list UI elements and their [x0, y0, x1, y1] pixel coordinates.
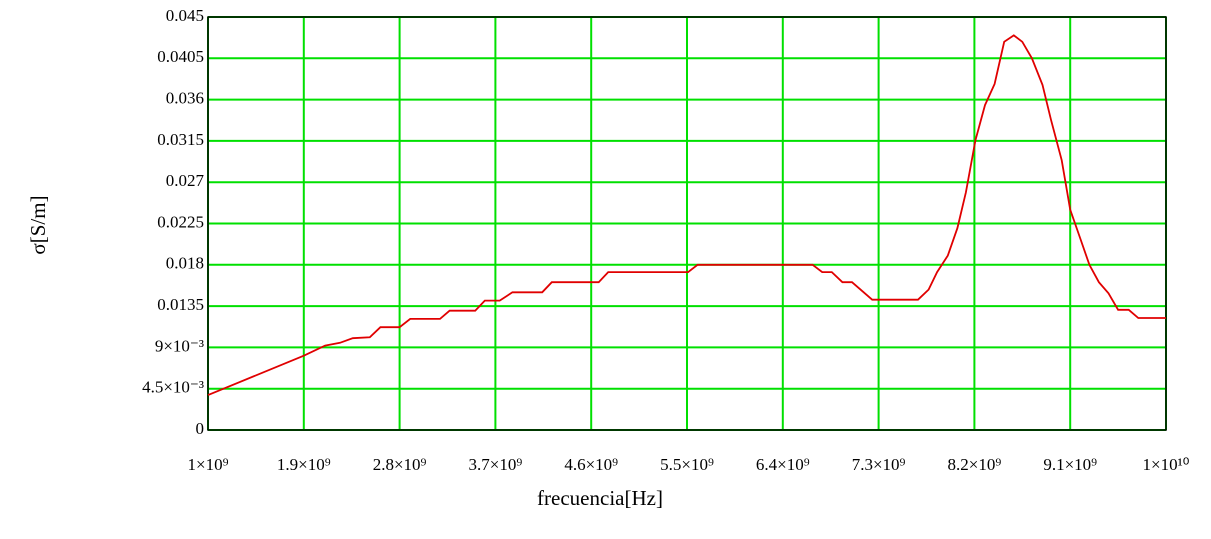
- y-tick-label: 9×10⁻³: [155, 336, 204, 355]
- x-tick-label: 9.1×10⁹: [1043, 455, 1097, 474]
- x-tick-label: 2.8×10⁹: [373, 455, 427, 474]
- y-tick-label: 4.5×10⁻³: [142, 378, 204, 397]
- data-line: [207, 34, 1166, 396]
- x-axis-label: frecuencia[Hz]: [537, 486, 663, 510]
- x-tick-label: 7.3×10⁹: [852, 455, 906, 474]
- x-tick-label: 8.2×10⁹: [948, 455, 1002, 474]
- x-tick-label: 6.4×10⁹: [756, 455, 810, 474]
- x-tick-label: 1×10⁹: [187, 455, 228, 474]
- y-tick-label: 0.0405: [157, 47, 204, 66]
- y-tick-label: 0.0135: [157, 295, 204, 314]
- y-tick-label: 0.036: [166, 89, 204, 108]
- y-axis-label: σ[S/m]: [26, 195, 50, 254]
- y-tick-label: 0.0315: [157, 130, 204, 149]
- y-tick-label: 0.018: [166, 254, 204, 273]
- y-tick-label: 0: [196, 419, 205, 438]
- x-tick-label: 5.5×10⁹: [660, 455, 714, 474]
- y-tick-label: 0.0225: [157, 212, 204, 231]
- x-tick-label: 4.6×10⁹: [564, 455, 618, 474]
- y-tick-label: 0.027: [166, 171, 205, 190]
- plot-border: [207, 16, 1167, 431]
- x-tick-label: 3.7×10⁹: [469, 455, 523, 474]
- x-tick-label: 1×10¹⁰: [1143, 455, 1190, 474]
- y-tick-label: 0.045: [166, 6, 204, 25]
- x-tick-label: 1.9×10⁹: [277, 455, 331, 474]
